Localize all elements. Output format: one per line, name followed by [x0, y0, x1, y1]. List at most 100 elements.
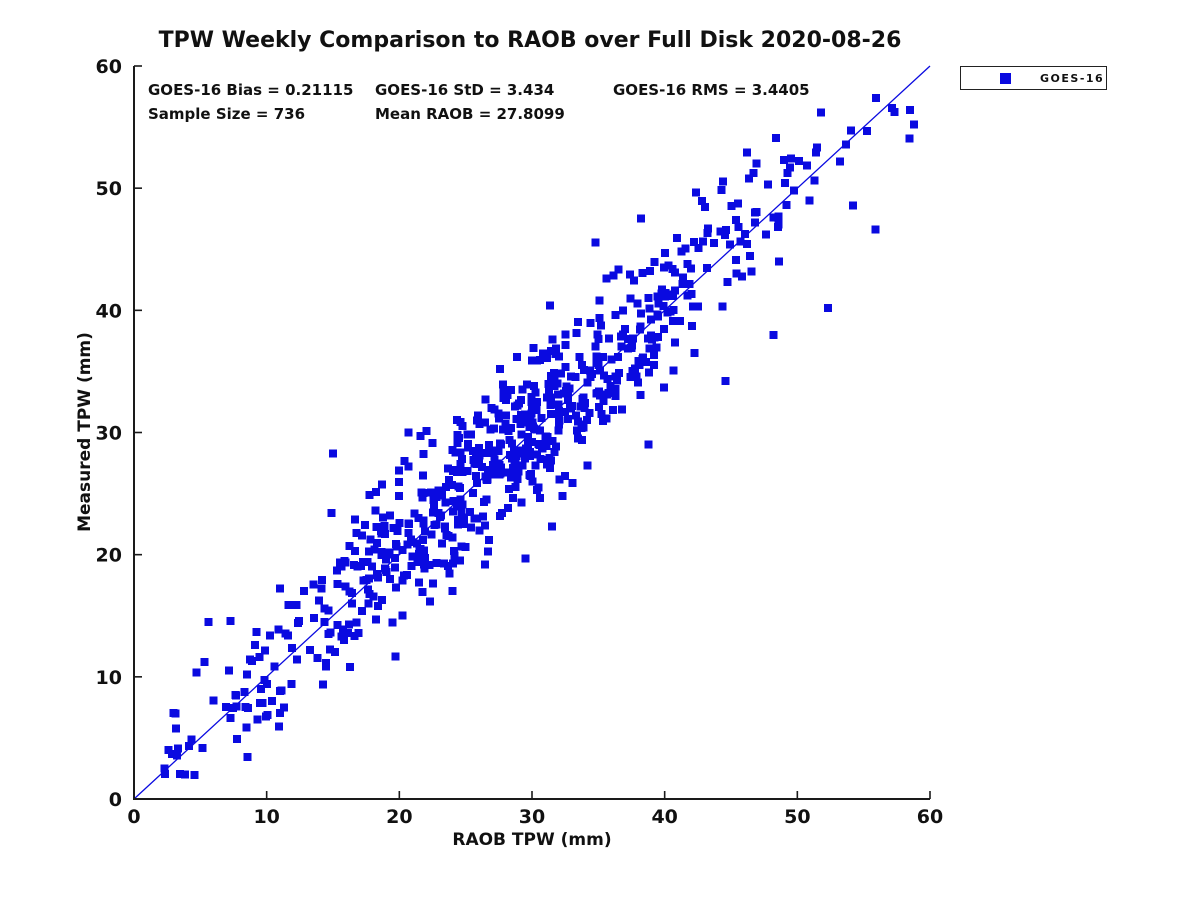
data-point [551, 442, 560, 451]
data-point [595, 296, 604, 305]
data-point [572, 411, 580, 420]
data-point [654, 299, 663, 308]
data-point [329, 449, 337, 458]
data-point [560, 472, 569, 481]
data-point [181, 770, 190, 779]
data-point [775, 257, 784, 266]
data-point [242, 723, 251, 732]
data-point [381, 564, 389, 573]
data-point [632, 372, 641, 381]
data-point [618, 306, 627, 315]
data-point [596, 321, 605, 330]
data-point [718, 302, 727, 311]
data-point [390, 563, 399, 572]
data-point [224, 666, 233, 675]
data-point [727, 201, 736, 210]
data-point [410, 509, 419, 518]
data-point [333, 579, 342, 588]
data-point [441, 522, 450, 531]
data-point [578, 420, 587, 429]
data-point [416, 432, 425, 441]
data-point [240, 688, 249, 696]
data-point [607, 355, 616, 364]
data-point [669, 305, 678, 314]
data-point [663, 308, 672, 317]
data-point [198, 744, 207, 753]
data-point [470, 514, 479, 523]
data-point [698, 197, 707, 205]
data-point [551, 344, 560, 353]
data-point [575, 353, 584, 362]
data-point [681, 244, 690, 253]
data-point [847, 126, 856, 135]
data-point [624, 335, 633, 344]
data-point [565, 384, 574, 393]
legend-marker-square-icon [1000, 72, 1011, 84]
data-point [863, 126, 872, 135]
data-point [372, 569, 381, 578]
data-point [586, 373, 595, 381]
data-point [627, 343, 636, 352]
data-point [502, 468, 511, 477]
data-point [694, 244, 703, 252]
data-point [789, 186, 798, 195]
data-point [533, 450, 542, 459]
data-point [786, 154, 795, 163]
data-point [332, 566, 341, 575]
data-point [173, 751, 181, 760]
data-point [275, 686, 284, 695]
data-point [649, 351, 658, 360]
data-point [164, 746, 173, 755]
data-point [518, 461, 527, 470]
data-point [434, 486, 443, 495]
data-point [419, 516, 428, 525]
data-point [671, 286, 680, 295]
data-point [317, 584, 326, 593]
data-point [265, 631, 274, 640]
data-point [683, 291, 692, 300]
data-point [444, 532, 453, 541]
data-point [549, 368, 558, 377]
data-point [823, 303, 832, 312]
data-point [611, 385, 620, 394]
data-point [635, 360, 644, 369]
data-point [377, 480, 386, 489]
data-point [270, 662, 279, 671]
data-point [377, 550, 386, 559]
data-point [305, 646, 314, 655]
data-point [228, 704, 237, 713]
data-point [400, 457, 409, 465]
data-point [413, 539, 421, 548]
data-point [427, 530, 436, 539]
data-point [749, 169, 758, 178]
data-point [243, 752, 252, 761]
data-point [318, 575, 327, 584]
data-point [419, 449, 428, 458]
data-point [626, 372, 635, 381]
data-point [174, 744, 183, 753]
data-point [365, 491, 374, 500]
data-point [368, 562, 377, 571]
data-point [473, 416, 481, 425]
data-point [547, 393, 556, 402]
data-point [320, 618, 329, 627]
data-point [511, 482, 520, 491]
data-point [209, 696, 218, 705]
data-point [910, 120, 919, 129]
data-point [528, 477, 537, 486]
data-point [652, 343, 661, 352]
data-point [615, 368, 624, 377]
data-point [440, 559, 449, 568]
data-point [242, 670, 251, 679]
data-point [592, 389, 601, 398]
data-point [636, 322, 645, 331]
data-point [348, 599, 356, 608]
data-point [380, 521, 389, 530]
data-point [429, 508, 438, 517]
data-point [564, 415, 573, 423]
data-point [485, 441, 494, 449]
data-point [599, 397, 608, 405]
data-point [599, 353, 607, 362]
x-tick-label: 50 [784, 806, 810, 828]
data-point [494, 409, 503, 418]
